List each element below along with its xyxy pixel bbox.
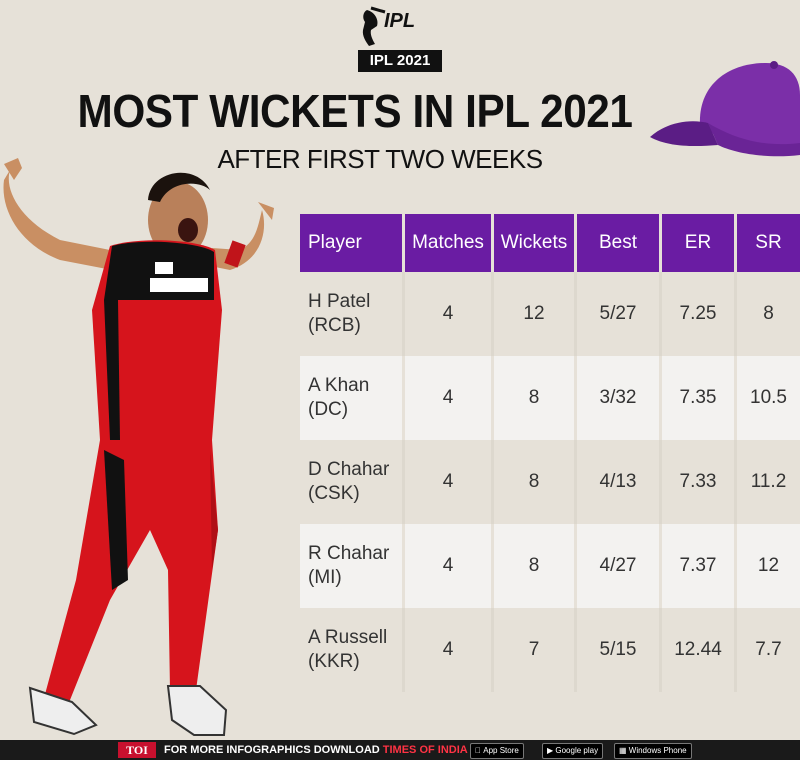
matches-cell: 4 [403,272,494,356]
player-team: (DC) [308,399,349,420]
player-cell: A Khan (DC) [300,356,405,440]
wickets-table: Player Matches Wickets Best ER SR H Pate… [300,214,800,692]
wickets-cell: 7 [492,608,577,692]
player-name: R Chahar [308,543,390,564]
sr-cell: 10.5 [735,356,800,440]
app-store-badge[interactable]:  App Store [470,743,524,759]
season-badge: IPL 2021 [358,50,442,72]
matches-cell: 4 [403,440,494,524]
wickets-cell: 8 [492,524,577,608]
player-name: A Russell [308,627,388,648]
table-row: D Chahar (CSK) 4 8 4/13 7.33 11.2 [300,440,800,524]
sr-cell: 11.2 [735,440,800,524]
page-subtitle: AFTER FIRST TWO WEEKS [217,144,543,174]
footer-promo-text: FOR MORE INFOGRAPHICS DOWNLOAD TIMES OF … [164,744,493,756]
table-row: A Russell (KKR) 4 7 5/15 12.44 7.7 [300,608,800,692]
player-team: (KKR) [308,651,360,672]
table-row: A Khan (DC) 4 8 3/32 7.35 10.5 [300,356,800,440]
player-cell: R Chahar (MI) [300,524,405,608]
player-team: (RCB) [308,315,361,336]
column-header-sr: SR [735,214,800,272]
er-cell: 7.33 [660,440,737,524]
matches-cell: 4 [403,524,494,608]
matches-cell: 4 [403,608,494,692]
sr-cell: 7.7 [735,608,800,692]
table-header-row: Player Matches Wickets Best ER SR [300,214,800,272]
sr-cell: 8 [735,272,800,356]
windows-phone-label: Windows Phone [628,746,687,755]
ipl-logo [362,6,386,46]
column-header-best: Best [575,214,662,272]
bowler-celebration-illustration [3,158,274,736]
column-header-er: ER [660,214,737,272]
sr-cell: 12 [735,524,800,608]
column-header-matches: Matches [403,214,494,272]
player-name: H Patel [308,291,371,312]
er-cell: 7.35 [660,356,737,440]
best-cell: 3/32 [575,356,662,440]
player-name: A Khan [308,375,370,396]
er-cell: 7.37 [660,524,737,608]
footer-promo-label: FOR MORE INFOGRAPHICS DOWNLOAD [164,744,380,756]
table-row: R Chahar (MI) 4 8 4/27 7.37 12 [300,524,800,608]
er-cell: 12.44 [660,608,737,692]
best-cell: 5/15 [575,608,662,692]
app-store-label: App Store [475,746,519,755]
wickets-cell: 8 [492,440,577,524]
table-row: H Patel (RCB) 4 12 5/27 7.25 8 [300,272,800,356]
player-cell: A Russell (KKR) [300,608,405,692]
toi-logo: TOI [118,742,156,758]
footer-app-name: TIMES OF INDIA APP [382,744,493,756]
er-cell: 7.25 [660,272,737,356]
best-cell: 5/27 [575,272,662,356]
player-cell: D Chahar (CSK) [300,440,405,524]
google-play-label: Google play [555,746,599,755]
matches-cell: 4 [403,356,494,440]
best-cell: 4/13 [575,440,662,524]
google-play-badge[interactable]: ▶ Google play [542,743,604,759]
wickets-cell: 8 [492,356,577,440]
wickets-cell: 12 [492,272,577,356]
batsman-silhouette-icon [362,10,378,46]
ipl-logo-text: IPL [384,10,416,32]
windows-phone-badge[interactable]: ▦ Windows Phone [614,743,692,759]
player-name: D Chahar [308,459,390,480]
purple-cap-icon [650,61,800,157]
best-cell: 4/27 [575,524,662,608]
column-header-wickets: Wickets [492,214,577,272]
player-team: (MI) [308,567,342,588]
player-team: (CSK) [308,483,360,504]
column-header-player: Player [300,214,405,272]
page-title: MOST WICKETS IN IPL 2021 [77,85,633,137]
player-cell: H Patel (RCB) [300,272,405,356]
